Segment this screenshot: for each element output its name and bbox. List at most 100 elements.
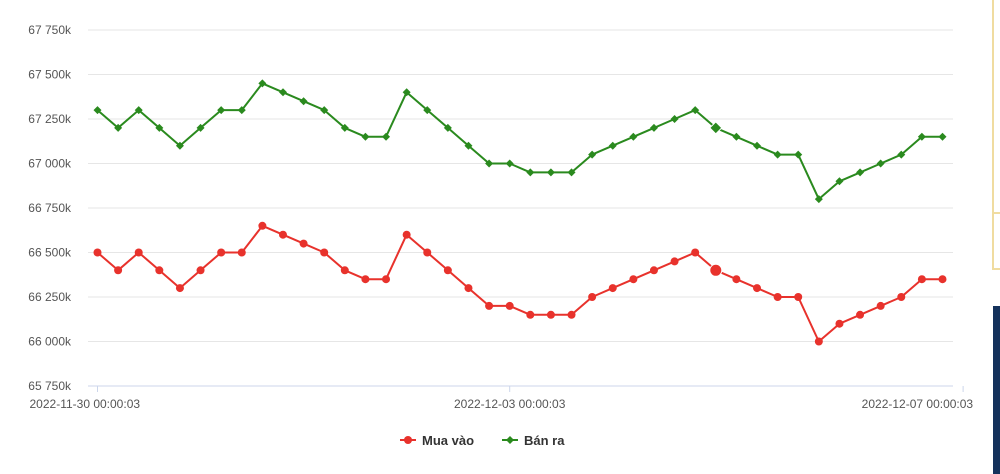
data-point[interactable] [856,168,865,177]
data-point[interactable] [773,150,782,159]
data-point[interactable] [732,132,741,141]
y-tick-label: 67 000k [28,157,72,171]
data-point[interactable] [320,106,329,115]
data-point[interactable] [629,275,638,284]
grid-lines [88,29,953,387]
data-point[interactable] [917,132,926,141]
data-point[interactable] [897,293,906,301]
data-point[interactable] [649,123,658,132]
data-point[interactable] [423,248,432,257]
data-point[interactable] [773,293,782,301]
data-point[interactable] [258,79,267,88]
data-point[interactable] [258,221,267,230]
data-point[interactable] [691,106,700,115]
legend-marker [404,436,412,444]
y-tick-label: 66 750k [28,201,72,215]
data-point[interactable] [753,284,762,293]
data-point[interactable] [835,177,844,186]
data-point[interactable] [175,141,184,150]
data-point[interactable] [835,319,844,328]
y-axis-labels: 65 750k 66 000k 66 250k 66 500k 66 750k 67 00… [28,23,72,393]
data-point[interactable] [588,150,597,159]
data-point[interactable] [402,230,411,239]
data-point[interactable] [649,266,658,275]
data-point[interactable] [588,293,597,301]
data-point[interactable] [382,275,391,284]
data-point[interactable] [546,168,555,177]
data-point[interactable] [856,310,865,319]
y-tick-label: 66 500k [28,246,72,260]
data-point[interactable] [670,115,679,123]
data-point[interactable] [196,266,205,275]
data-point[interactable] [134,248,143,257]
series-line [96,224,943,343]
data-point[interactable] [175,284,184,293]
data-point[interactable] [443,266,452,275]
y-tick-label: 67 750k [28,23,72,37]
data-point[interactable] [278,88,287,97]
data-point[interactable] [876,159,885,168]
data-point[interactable] [629,132,638,141]
data-point[interactable] [134,106,143,115]
data-point[interactable] [114,266,123,275]
data-point[interactable] [567,168,576,177]
series-line [96,82,943,201]
data-point[interactable] [814,337,823,346]
data-point[interactable] [567,310,576,319]
data-point[interactable] [278,230,287,239]
data-point[interactable] [155,123,164,132]
data-point[interactable] [237,106,246,115]
data-point[interactable] [299,97,308,106]
data-point[interactable] [485,301,494,310]
data-point[interactable] [732,275,741,284]
y-tick-label: 66 000k [28,335,72,349]
data-point[interactable] [691,248,700,257]
data-point[interactable] [320,248,329,257]
data-point[interactable] [423,106,432,115]
legend-item-ban-ra[interactable]: Bán ra [502,433,565,448]
data-point[interactable] [938,275,947,284]
series-mua-vao [93,221,947,346]
data-point[interactable] [608,284,617,293]
data-point[interactable] [402,88,411,97]
data-point[interactable] [237,248,246,257]
data-point[interactable] [794,293,803,301]
data-point[interactable] [917,275,926,284]
data-point[interactable] [876,301,885,310]
data-point[interactable] [340,266,349,275]
data-point[interactable] [93,106,102,115]
data-point[interactable] [93,248,102,257]
data-point[interactable] [670,257,679,266]
data-point[interactable] [464,141,473,150]
data-point[interactable] [361,275,370,284]
data-point[interactable] [526,168,535,177]
data-point[interactable] [464,284,473,293]
y-tick-label: 66 250k [28,290,72,304]
data-point[interactable] [340,123,349,132]
data-point[interactable] [897,150,906,159]
data-point[interactable] [217,248,226,257]
data-point[interactable] [443,123,452,132]
data-point[interactable] [794,150,803,159]
data-point[interactable] [485,159,494,168]
data-point[interactable] [505,301,514,310]
data-point[interactable] [709,263,723,277]
data-point[interactable] [546,310,555,319]
data-point[interactable] [114,123,123,132]
legend-label: Mua vào [422,433,474,448]
data-point[interactable] [217,106,226,115]
data-point[interactable] [753,141,762,150]
data-point[interactable] [938,132,947,141]
data-point[interactable] [814,195,823,204]
data-point[interactable] [155,266,164,275]
data-point[interactable] [709,121,723,135]
y-tick-label: 65 750k [28,379,72,393]
legend-item-mua-vao[interactable]: Mua vào [400,433,474,448]
data-point[interactable] [299,239,308,248]
data-point[interactable] [382,132,391,141]
data-point[interactable] [608,141,617,150]
data-point[interactable] [196,123,205,132]
data-point[interactable] [505,159,514,168]
data-point[interactable] [361,132,370,141]
data-point[interactable] [526,310,535,319]
